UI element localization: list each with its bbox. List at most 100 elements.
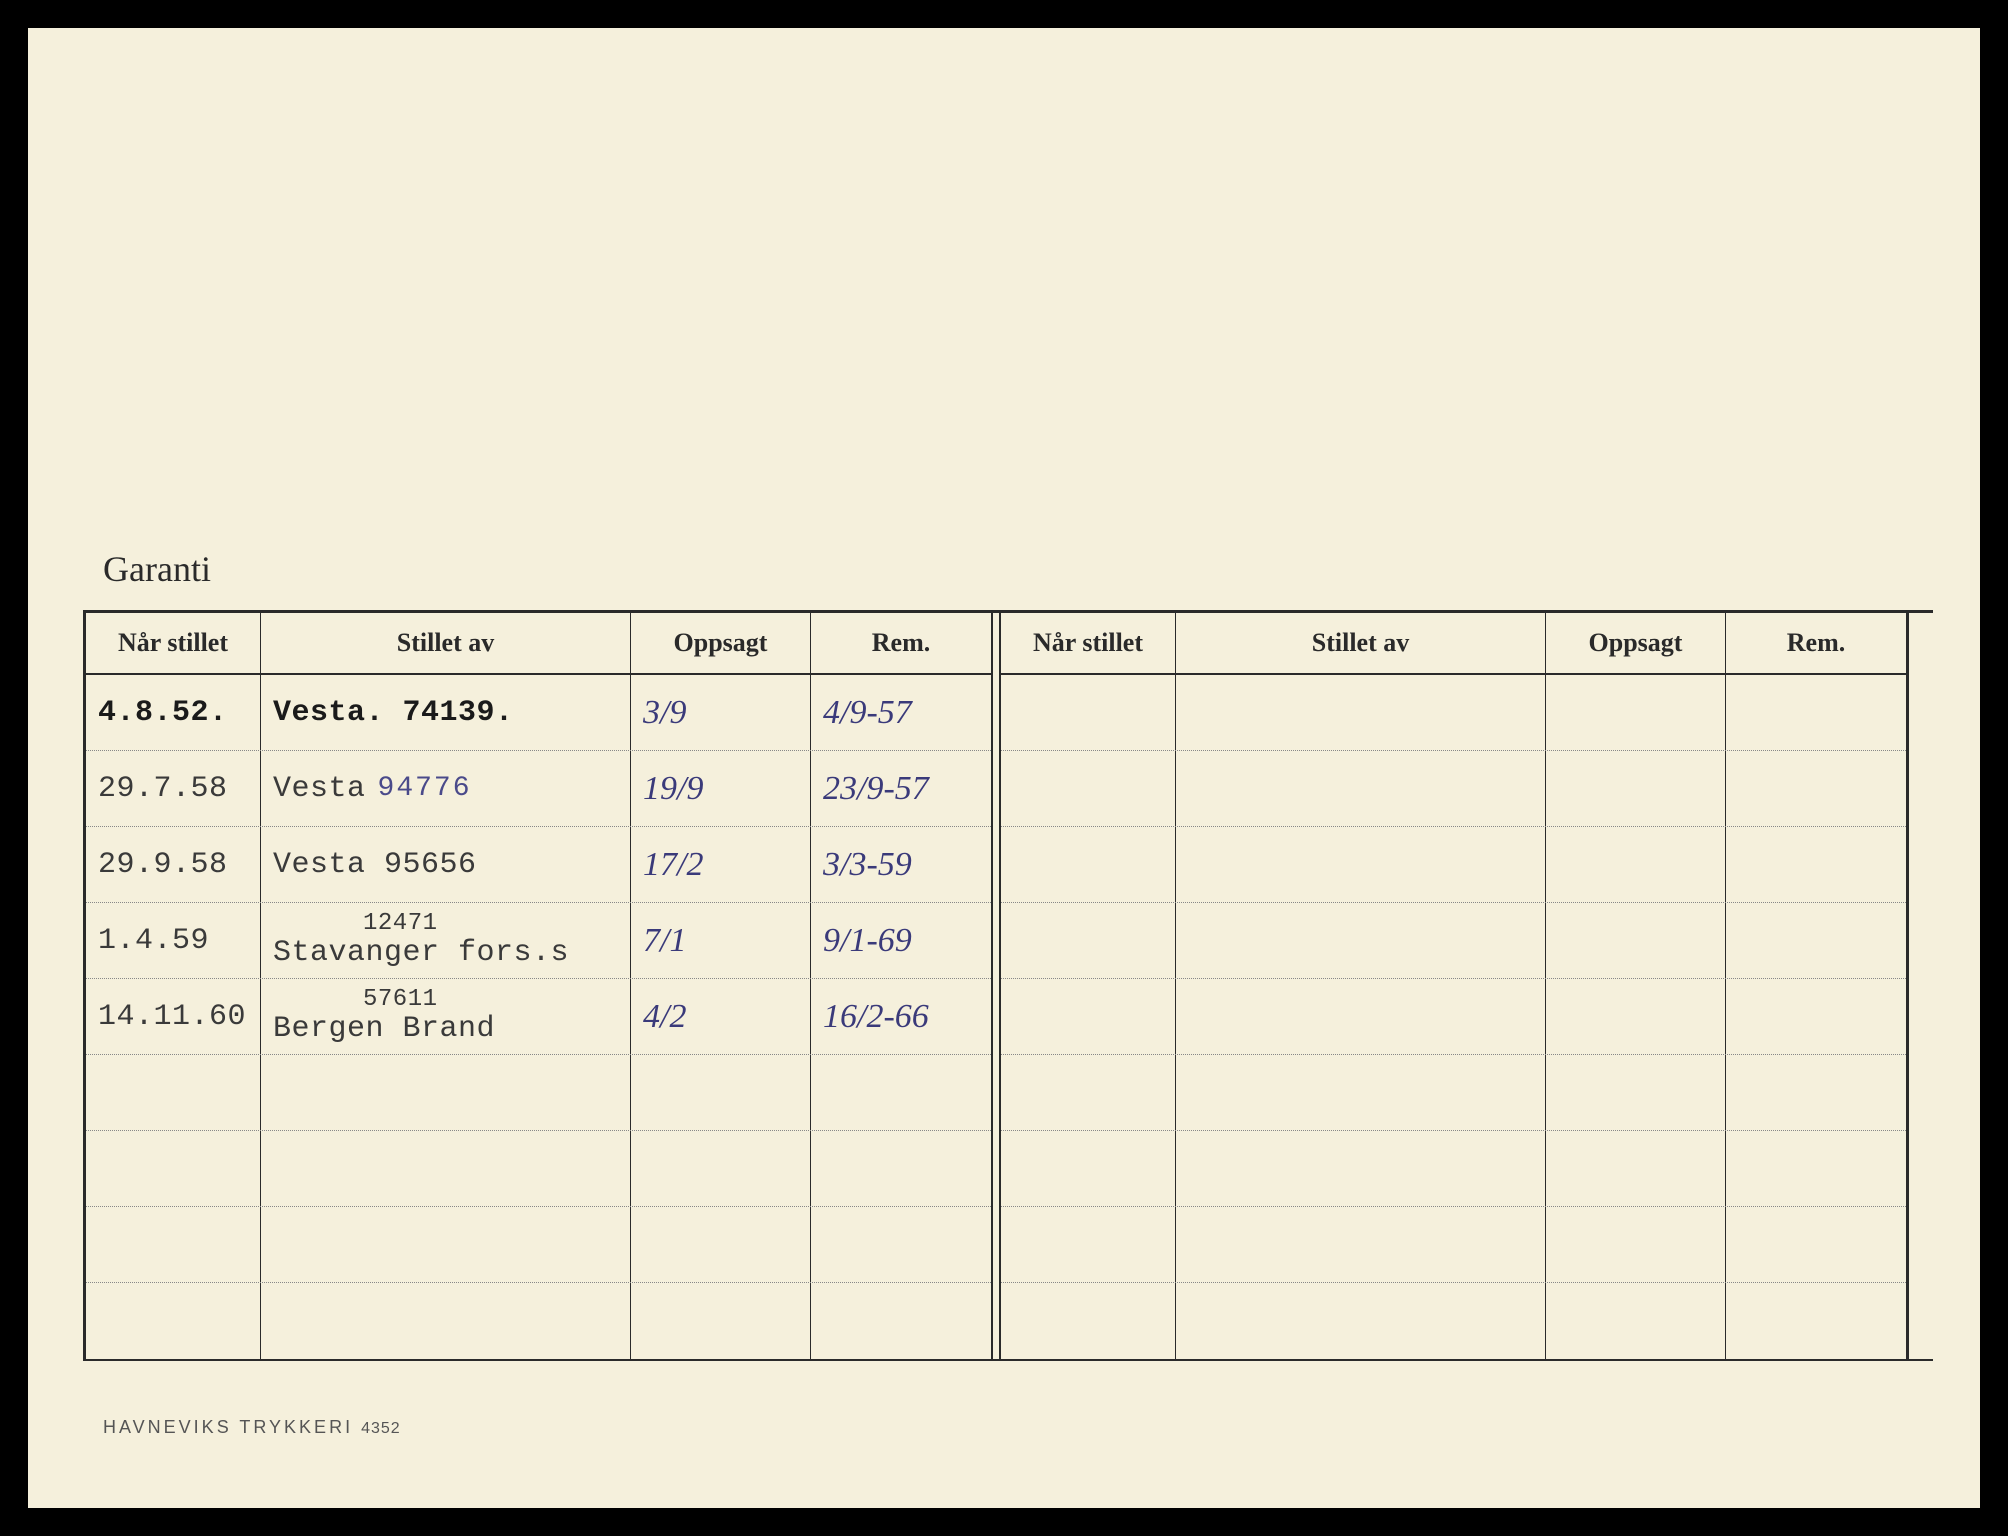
cell-nar-stillet	[1001, 1283, 1176, 1359]
table-row	[86, 1055, 991, 1131]
cell-rem	[811, 1131, 991, 1206]
cell-stillet-av	[261, 1283, 631, 1359]
cell-oppsagt	[1546, 903, 1726, 978]
cell-rem	[811, 1283, 991, 1359]
cell-rem: 16/2-66	[811, 979, 991, 1054]
cell-rem	[1726, 751, 1906, 826]
table-row: 4.8.52.Vesta. 74139.3/94/9-57	[86, 675, 991, 751]
cell-stillet-av	[261, 1131, 631, 1206]
cell-oppsagt	[1546, 1131, 1726, 1206]
table-header-row: Når stillet Stillet av Oppsagt Rem.	[86, 613, 991, 675]
printer-footer: HAVNEVIKS TRYKKERI 4352	[103, 1417, 401, 1438]
header-stillet-av: Stillet av	[261, 613, 631, 673]
cell-oppsagt	[1546, 751, 1726, 826]
header-rem: Rem.	[1726, 613, 1906, 673]
cell-nar-stillet	[1001, 675, 1176, 750]
cell-nar-stillet	[86, 1283, 261, 1359]
cell-oppsagt: 17/2	[631, 827, 811, 902]
table-row	[1001, 751, 1906, 827]
table-row: 29.9.58Vesta 9565617/23/3-59	[86, 827, 991, 903]
cell-nar-stillet	[1001, 751, 1176, 826]
cell-rem: 3/3-59	[811, 827, 991, 902]
cell-oppsagt: 7/1	[631, 903, 811, 978]
table-row	[86, 1283, 991, 1359]
table-row	[1001, 1283, 1906, 1359]
cell-rem: 23/9-57	[811, 751, 991, 826]
cell-stillet-av	[1176, 751, 1546, 826]
cell-nar-stillet: 29.7.58	[86, 751, 261, 826]
header-oppsagt: Oppsagt	[1546, 613, 1726, 673]
content-area: Garanti Når stillet Stillet av Oppsagt R…	[83, 548, 1933, 1361]
garanti-table: Når stillet Stillet av Oppsagt Rem. 4.8.…	[83, 610, 1933, 1361]
cell-rem	[1726, 1207, 1906, 1282]
cell-rem	[1726, 979, 1906, 1054]
table-header-row: Når stillet Stillet av Oppsagt Rem.	[1001, 613, 1906, 675]
cell-stillet-av: Vesta. 74139.	[261, 675, 631, 750]
cell-rem: 9/1-69	[811, 903, 991, 978]
cell-stillet-av: Vesta 95656	[261, 827, 631, 902]
table-row	[86, 1131, 991, 1207]
cell-oppsagt	[1546, 979, 1726, 1054]
printer-name: HAVNEVIKS TRYKKERI	[103, 1417, 353, 1437]
cell-oppsagt	[1546, 1055, 1726, 1130]
header-rem: Rem.	[811, 613, 991, 673]
table-row	[1001, 1131, 1906, 1207]
cell-nar-stillet: 4.8.52.	[86, 675, 261, 750]
table-row	[86, 1207, 991, 1283]
cell-rem	[1726, 675, 1906, 750]
table-left-half: Når stillet Stillet av Oppsagt Rem. 4.8.…	[83, 613, 993, 1359]
cell-stillet-av	[1176, 903, 1546, 978]
cell-stillet-av	[261, 1055, 631, 1130]
printer-number: 4352	[361, 1420, 401, 1437]
cell-oppsagt	[631, 1207, 811, 1282]
table-right-half: Når stillet Stillet av Oppsagt Rem.	[999, 613, 1909, 1359]
cell-oppsagt: 19/9	[631, 751, 811, 826]
table-row	[1001, 827, 1906, 903]
cell-rem	[811, 1055, 991, 1130]
cell-oppsagt	[1546, 1207, 1726, 1282]
cell-stillet-av	[1176, 1055, 1546, 1130]
header-stillet-av: Stillet av	[1176, 613, 1546, 673]
cell-stillet-av	[1176, 675, 1546, 750]
cell-stillet-av: 57611Bergen Brand	[261, 979, 631, 1054]
cell-nar-stillet: 14.11.60	[86, 979, 261, 1054]
cell-stillet-av: 12471Stavanger fors.s	[261, 903, 631, 978]
cell-rem	[1726, 1055, 1906, 1130]
table-row	[1001, 1207, 1906, 1283]
cell-stillet-av	[1176, 979, 1546, 1054]
cell-rem: 4/9-57	[811, 675, 991, 750]
cell-stillet-av: Vesta94776	[261, 751, 631, 826]
header-oppsagt: Oppsagt	[631, 613, 811, 673]
table-row: 29.7.58Vesta9477619/923/9-57	[86, 751, 991, 827]
header-nar-stillet: Når stillet	[86, 613, 261, 673]
cell-nar-stillet	[1001, 1055, 1176, 1130]
cell-rem	[1726, 827, 1906, 902]
cell-rem	[1726, 1131, 1906, 1206]
cell-nar-stillet	[1001, 1131, 1176, 1206]
cell-oppsagt	[1546, 827, 1726, 902]
cell-nar-stillet: 1.4.59	[86, 903, 261, 978]
cell-oppsagt: 3/9	[631, 675, 811, 750]
cell-rem	[1726, 903, 1906, 978]
cell-nar-stillet	[1001, 979, 1176, 1054]
table-row	[1001, 903, 1906, 979]
table-row	[1001, 979, 1906, 1055]
cell-oppsagt	[631, 1283, 811, 1359]
cell-stillet-av	[1176, 1283, 1546, 1359]
cell-oppsagt	[1546, 675, 1726, 750]
cell-rem	[1726, 1283, 1906, 1359]
cell-stillet-av	[1176, 827, 1546, 902]
cell-oppsagt	[1546, 1283, 1726, 1359]
cell-nar-stillet	[1001, 1207, 1176, 1282]
cell-nar-stillet	[86, 1131, 261, 1206]
cell-nar-stillet	[1001, 827, 1176, 902]
cell-oppsagt: 4/2	[631, 979, 811, 1054]
cell-stillet-av	[261, 1207, 631, 1282]
table-row	[1001, 675, 1906, 751]
cell-nar-stillet: 29.9.58	[86, 827, 261, 902]
cell-oppsagt	[631, 1055, 811, 1130]
cell-rem	[811, 1207, 991, 1282]
cell-stillet-av	[1176, 1207, 1546, 1282]
section-title: Garanti	[103, 548, 1933, 590]
cell-nar-stillet	[1001, 903, 1176, 978]
